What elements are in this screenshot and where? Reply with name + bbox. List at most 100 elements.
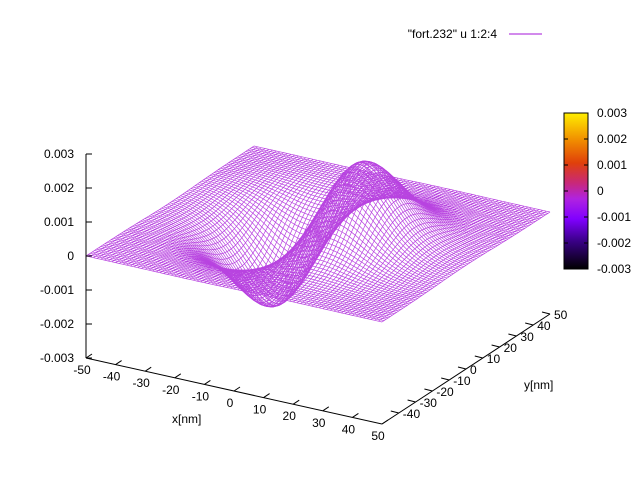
mesh-line <box>106 241 404 309</box>
z-tick-label: -0.001 <box>40 283 74 297</box>
y-tick-mark <box>491 344 500 348</box>
mesh-line <box>199 182 496 248</box>
mesh-line <box>222 166 519 233</box>
x-tick-mark <box>115 360 122 366</box>
x-tick-label: 40 <box>342 422 356 436</box>
y-axis-label: y[nm] <box>524 378 553 392</box>
mesh-line <box>134 224 431 291</box>
mesh-line <box>253 145 551 213</box>
colorbar: 0.003 0.002 0.001 0 -0.001 -0.002 -0.003 <box>563 106 631 276</box>
mesh-line <box>251 147 548 214</box>
mesh-line <box>218 169 515 236</box>
x-tick-label: 0 <box>227 396 234 410</box>
x-tick-mark <box>144 366 152 372</box>
mesh-line <box>228 162 525 229</box>
mesh-line <box>239 155 536 222</box>
mesh-line <box>226 163 523 231</box>
mesh-line <box>224 165 521 232</box>
y-tick-label: 30 <box>520 330 534 344</box>
mesh-line <box>169 162 467 306</box>
mesh-line <box>241 153 538 221</box>
z-tick-label: -0.003 <box>40 351 74 365</box>
x-tick-mark <box>233 386 241 392</box>
z-tick-label: 0.003 <box>44 147 74 161</box>
mesh-line <box>182 163 479 288</box>
z-ticks: -0.003 -0.002 -0.001 0 0.001 0.002 0.003 <box>40 147 92 365</box>
x-tick-label: 50 <box>371 429 385 443</box>
mesh-line <box>237 156 534 224</box>
mesh-line <box>155 184 452 303</box>
surface-mesh <box>85 145 551 323</box>
colorbar-tick-label: -0.003 <box>597 262 631 276</box>
colorbar-tick-label: 0 <box>597 184 604 198</box>
mesh-line <box>249 148 546 216</box>
mesh-line <box>109 240 406 308</box>
x-tick-label: 10 <box>253 403 267 417</box>
x-tick-mark <box>85 353 93 359</box>
mesh-line <box>142 215 439 288</box>
mesh-line <box>165 166 462 308</box>
mesh-line <box>119 233 416 301</box>
x-tick-mark <box>292 399 300 405</box>
mesh-line <box>167 163 465 307</box>
mesh-line <box>174 160 471 302</box>
y-tick-label: 50 <box>554 308 568 322</box>
mesh-line <box>220 167 517 235</box>
x-tick-mark <box>263 393 270 399</box>
y-tick-mark <box>390 410 399 414</box>
x-tick-mark <box>381 419 389 425</box>
mesh-line <box>100 246 397 313</box>
x-tick-label: -30 <box>133 376 151 390</box>
mesh-line <box>245 151 542 218</box>
y-tick-mark <box>407 399 416 403</box>
mesh-line <box>178 161 475 296</box>
mesh-line <box>140 220 437 286</box>
mesh-line <box>243 152 540 220</box>
colorbar-tick-label: 0.003 <box>597 106 627 120</box>
x-ticks: -50 -40 -30 -20 -10 0 10 20 30 40 50 <box>73 353 389 443</box>
mesh-line <box>148 199 446 296</box>
y-tick-mark <box>424 388 433 392</box>
y-tick-label: -40 <box>403 407 421 421</box>
y-tick-label: 40 <box>537 319 551 333</box>
mesh-line <box>88 254 385 321</box>
x-tick-mark <box>204 379 211 385</box>
legend: "fort.232" u 1:2:4 <box>408 27 542 41</box>
x-tick-label: 20 <box>283 409 297 423</box>
y-tick-mark <box>525 322 534 326</box>
mesh-line <box>180 162 477 293</box>
z-tick-label: 0.001 <box>44 215 74 229</box>
x-tick-label: -20 <box>162 383 180 397</box>
y-tick-label: 10 <box>487 352 501 366</box>
mesh-line <box>193 174 490 263</box>
mesh-line <box>214 172 511 239</box>
x-tick-mark <box>174 373 182 379</box>
x-axis-label: x[nm] <box>172 412 201 426</box>
mesh-line <box>235 158 532 225</box>
mesh-line <box>161 172 458 307</box>
x-tick-label: 30 <box>312 416 326 430</box>
colorbar-ticks: 0.003 0.002 0.001 0 -0.001 -0.002 -0.003 <box>564 106 631 276</box>
mesh-line <box>197 180 494 253</box>
mesh-line <box>117 235 414 302</box>
y-tick-label: -30 <box>420 396 438 410</box>
mesh-line <box>115 236 412 303</box>
x-tick-mark <box>352 412 359 418</box>
mesh-line <box>163 168 460 308</box>
mesh-line <box>247 149 544 217</box>
colorbar-tick-label: -0.002 <box>597 236 631 250</box>
y-tick-mark <box>441 377 450 381</box>
colorbar-tick-label: -0.001 <box>597 210 631 224</box>
mesh-line <box>85 255 383 323</box>
z-tick-label: -0.002 <box>40 317 74 331</box>
x-tick-label: -40 <box>103 370 121 384</box>
y-tick-label: -20 <box>436 385 454 399</box>
y-tick-mark <box>541 311 551 315</box>
mesh-line <box>157 180 454 305</box>
mesh-line <box>138 222 435 288</box>
z-tick-label: 0.002 <box>44 181 74 195</box>
mesh-line <box>184 165 481 284</box>
mesh-line <box>150 194 448 299</box>
